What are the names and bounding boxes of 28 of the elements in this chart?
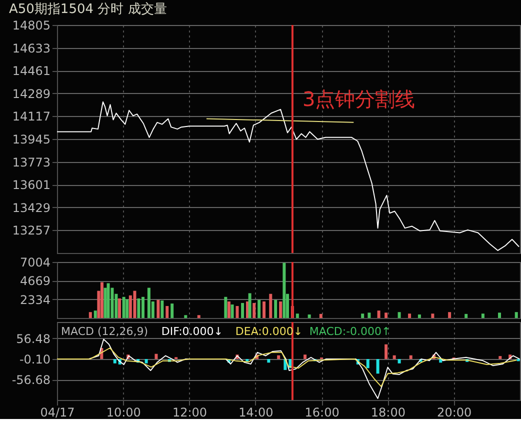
x-tick-label: 18:00 <box>370 406 406 420</box>
x-tick-label: 20:00 <box>437 406 472 420</box>
y-tick-label: 4669 <box>20 274 50 288</box>
x-tick-label: 04/17 <box>40 406 75 420</box>
y-tick-label: 7004 <box>20 256 50 270</box>
chart-title: A50期指1504 分时 成交量 <box>9 1 167 17</box>
y-tick-label: 2334 <box>20 292 50 307</box>
y-tick-label: 13257 <box>12 224 50 238</box>
ref-line-label: 3点钟分割线 <box>302 87 416 111</box>
x-tick-label: 14:00 <box>238 406 274 420</box>
y-tick-label: 14461 <box>12 64 50 78</box>
y-tick-label: 14289 <box>12 86 50 101</box>
y-tick-label: 13429 <box>12 200 50 215</box>
y-tick-label: 13773 <box>12 155 50 170</box>
y-tick-label: 14633 <box>12 41 50 56</box>
series-label: MACD:-0.000↑ <box>309 325 391 338</box>
y-tick-label: 13945 <box>12 132 50 146</box>
y-tick-label: 56.48 <box>16 332 50 346</box>
x-tick-label: 16:00 <box>304 406 340 420</box>
y-tick-label: 14805 <box>12 18 50 32</box>
y-tick-label: -56.68 <box>12 373 50 388</box>
y-tick-label: -0.10 <box>19 352 50 367</box>
series-label: DIF:0.000↓ <box>161 325 224 338</box>
y-tick-label: 13601 <box>12 178 50 192</box>
y-tick-label: 14117 <box>12 110 50 124</box>
legend-title: MACD (12,26,9) <box>61 325 148 338</box>
x-tick-label: 12:00 <box>172 406 208 420</box>
x-tick-label: 10:00 <box>106 406 141 420</box>
